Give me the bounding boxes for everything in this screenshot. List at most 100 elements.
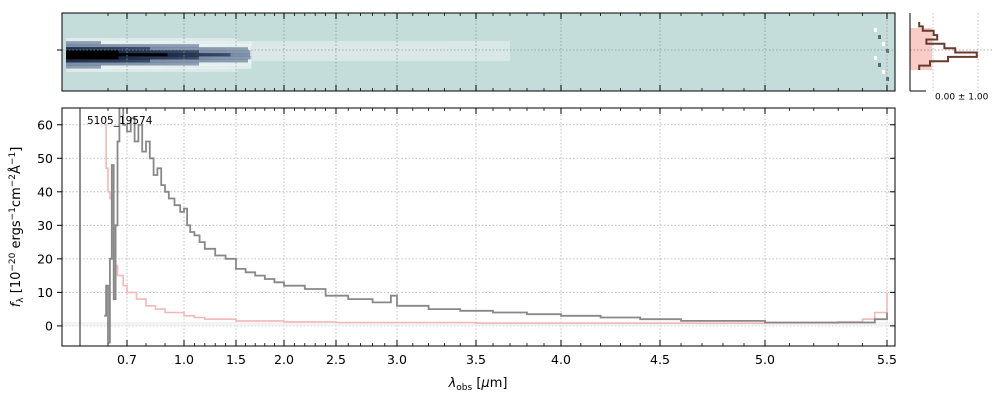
spectrum-2d-pixel: [192, 62, 196, 66]
spectrum-2d-pixel: [178, 47, 182, 51]
spectrum-2d-pixel: [192, 68, 196, 72]
spectrum-2d-pixel: [115, 65, 119, 69]
spectrum-2d-pixel: [111, 56, 115, 60]
x-tick-label: 2.5: [326, 352, 346, 367]
spectrum-2d-pixel: [101, 59, 105, 63]
spectrum-2d-pixel: [129, 62, 133, 66]
spectrum-2d-pixel: [108, 68, 112, 72]
spectrum-2d-pixel: [139, 59, 143, 63]
spectrum-2d-pixel: [209, 59, 213, 63]
spectrum-2d-pixel: [139, 50, 143, 54]
spectrum-2d-pixel: [164, 38, 168, 42]
spectrum-2d-pixel: [153, 44, 157, 48]
spectrum-2d-pixel: [69, 59, 73, 63]
spectrum-2d-pixel: [111, 53, 115, 57]
spectrum-2d-pixel: [157, 59, 161, 63]
spectrum-2d-pixel: [118, 65, 122, 69]
spectrum-2d-pixel: [178, 68, 182, 72]
spectrum-2d-pixel: [101, 56, 105, 60]
spectrum-2d-pixel: [125, 56, 129, 60]
spectrum-2d-pixel: [132, 53, 136, 57]
x-tick-label: 1.5: [226, 352, 246, 367]
spectrum-2d-pixel: [199, 41, 203, 45]
spectrum-2d-pixel: [118, 50, 122, 54]
spectrum-2d-pixel: [146, 41, 150, 45]
spectrum-2d-pixel: [164, 65, 168, 69]
spectrum-2d-pixel: [209, 68, 213, 72]
spectrum-2d-pixel: [220, 62, 224, 66]
spectrum-2d-pixel: [241, 53, 245, 57]
spectrum-2d-pixel: [83, 44, 87, 48]
spectrum-2d-pixel: [80, 59, 84, 63]
spectrum-2d-pixel: [80, 53, 84, 57]
spectrum-2d-pixel: [174, 53, 178, 57]
spectrum-2d-pixel: [139, 47, 143, 51]
spectrum-2d-pixel: [76, 65, 80, 69]
spectrum-2d-pixel: [104, 50, 108, 54]
spectrum-2d-pixel: [83, 65, 87, 69]
spectrum-2d-pixel: [108, 47, 112, 51]
spectrum-2d-pixel: [199, 53, 203, 57]
spectrum-2d-pixel: [220, 38, 224, 42]
spectrum-2d-trace-core: [250, 46, 450, 56]
spectrum-2d-pixel: [209, 65, 213, 69]
spectrum-2d-pixel: [202, 59, 206, 63]
spectrum-2d-pixel: [143, 47, 147, 51]
spectrum-2d-pixel: [80, 47, 84, 51]
spectrum-2d-pixel: [181, 62, 185, 66]
spectrum-2d-pixel: [90, 44, 94, 48]
spectrum-2d-pixel: [122, 44, 126, 48]
spectrum-2d-pixel: [132, 41, 136, 45]
spectrum-2d-pixel: [76, 47, 80, 51]
spectrum-2d-pixel: [125, 62, 129, 66]
spectrum-2d-pixel: [209, 41, 213, 45]
spectrum-2d-pixel: [101, 38, 105, 42]
spectrum-2d-pixel: [136, 65, 140, 69]
spectrum-2d-pixel: [83, 56, 87, 60]
spectrum-2d-pixel: [244, 47, 248, 51]
spectrum-2d-pixel: [66, 68, 70, 72]
spectrum-1d-ticks: 0.7 1.0 1.5 2.0 2.5 3.0 3.5 4.0 4.5 5.0 5.5 0 10 20 30…: [37, 108, 897, 367]
spectrum-2d-pixel: [153, 59, 157, 63]
spectrum-2d-pixel: [160, 53, 164, 57]
spectrum-2d-pixel: [122, 47, 126, 51]
spectrum-2d-pixel: [209, 53, 213, 57]
spectrum-2d-pixel: [136, 62, 140, 66]
spectrum-2d-pixel: [66, 59, 70, 63]
spectrum-2d-pixel: [223, 44, 227, 48]
spectrum-2d-pixel: [153, 53, 157, 57]
spectrum-2d-pixel: [234, 38, 238, 42]
spectrum-2d-pixel: [227, 50, 231, 54]
spectrum-2d-pixel: [66, 41, 70, 45]
spectrum-2d-pixel: [167, 56, 171, 60]
spectrum-2d-pixel: [237, 41, 241, 45]
spectrum-2d-pixel: [73, 41, 77, 45]
spectrum-2d-pixel: [178, 56, 182, 60]
spectrum-2d-pixel: [104, 44, 108, 48]
spectrum-2d-pixel: [139, 68, 143, 72]
spectrum-2d-pixel: [192, 65, 196, 69]
spectrum-2d-pixel: [66, 53, 70, 57]
spectrum-2d-pixel: [164, 50, 168, 54]
spectrum-2d-pixel: [80, 50, 84, 54]
spectrum-2d-pixel: [167, 50, 171, 54]
spectrum-2d-pixel: [185, 53, 189, 57]
spectrum-2d-pixel: [118, 38, 122, 42]
spectrum-2d-pixel: [104, 38, 108, 42]
spectrum-2d-pixel: [157, 47, 161, 51]
spectrum-2d-pixel: [143, 59, 147, 63]
spectrum-2d-pixel: [122, 56, 126, 60]
spectrum-2d-pixel: [66, 62, 70, 66]
spectrum-2d-pixel: [167, 65, 171, 69]
spectrum-2d-pixel: [185, 38, 189, 42]
spectrum-2d-pixel: [199, 38, 203, 42]
spectrum-2d-pixel: [195, 56, 199, 60]
spectrum-2d-pixel: [129, 56, 133, 60]
spectrum-2d-pixel: [76, 50, 80, 54]
spectrum-2d-pixel: [223, 47, 227, 51]
spectrum-2d-pixel: [101, 62, 105, 66]
spectrum-2d-pixel: [241, 65, 245, 69]
spectrum-2d-pixel: [213, 41, 217, 45]
spectrum-2d-pixel: [90, 53, 94, 57]
spectrum-2d-pixel: [150, 50, 154, 54]
